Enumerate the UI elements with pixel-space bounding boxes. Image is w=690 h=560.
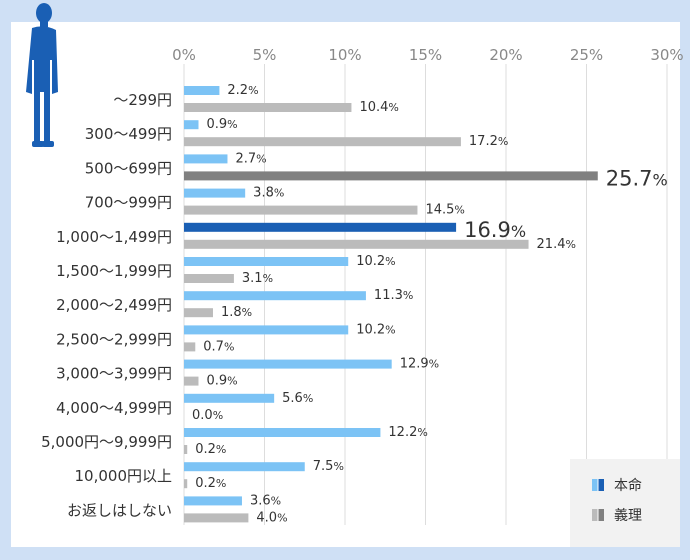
bar-honmei — [184, 428, 381, 437]
category-label: 10,000円以上 — [75, 467, 173, 485]
category-label: 1,000～1,499円 — [56, 228, 172, 246]
x-tick-label: 25% — [570, 46, 603, 64]
value-label-honmei: 3.8% — [253, 186, 284, 201]
value-label-giri: 21.4% — [537, 237, 576, 252]
x-tick-label: 15% — [409, 46, 442, 64]
category-label: 700～999円 — [85, 194, 172, 212]
bar-honmei — [184, 291, 366, 301]
legend-swatch-honmei — [592, 479, 604, 491]
value-label-giri: 1.8% — [221, 305, 252, 320]
legend-label-giri: 義理 — [614, 508, 642, 524]
x-tick-label: 10% — [328, 46, 361, 64]
person-silhouette-icon — [26, 3, 58, 147]
value-label-honmei: 7.5% — [313, 459, 344, 474]
category-label: 2,500～2,999円 — [56, 330, 172, 348]
value-label-honmei: 2.7% — [235, 151, 266, 166]
bar-honmei — [184, 393, 275, 403]
bar-honmei — [184, 462, 305, 472]
x-tick-label: 5% — [253, 46, 277, 64]
bar-giri — [184, 137, 461, 147]
value-label-giri: 0.9% — [206, 374, 237, 389]
category-labels: ～299円 300～499円 500～699円 700～999円 1,000～1,499… — [41, 91, 172, 519]
bar-giri — [184, 513, 249, 523]
bar-giri — [184, 239, 529, 249]
x-tick-label: 20% — [489, 46, 522, 64]
category-label: 5,000円～9,999円 — [41, 433, 172, 451]
category-label: お返しはしない — [67, 501, 172, 519]
value-label-honmei: 10.2% — [356, 322, 395, 337]
bar-giri — [184, 103, 352, 112]
bar-honmei — [184, 86, 220, 95]
value-label-honmei: 0.9% — [206, 117, 237, 132]
value-label-giri: 0.0% — [192, 408, 223, 423]
bar-giri — [184, 205, 418, 215]
category-label: 1,500～1,999円 — [56, 262, 172, 280]
category-label: 4,000～4,999円 — [56, 399, 172, 417]
x-axis-ticks: 0% 5% 10% 15% 20% 25% 30% — [172, 46, 684, 64]
value-label-giri: 25.7% — [606, 166, 668, 190]
value-label-giri: 10.4% — [359, 100, 398, 115]
legend-label-honmei: 本命 — [614, 478, 642, 494]
legend: 本命 義理 — [570, 459, 680, 547]
value-label-giri: 0.7% — [203, 339, 234, 354]
category-label: 3,000～3,999円 — [56, 365, 172, 383]
category-label: 2,000～2,499円 — [56, 296, 172, 314]
bar-honmei — [184, 222, 457, 232]
value-label-giri: 0.2% — [195, 476, 226, 491]
value-label-honmei: 3.6% — [250, 493, 281, 508]
legend-swatch-giri — [592, 509, 604, 521]
legend-item-giri: 義理 — [592, 505, 642, 525]
category-label: 500～699円 — [85, 159, 172, 177]
bar-honmei — [184, 325, 349, 335]
bar-giri — [184, 274, 234, 283]
value-label-honmei: 10.2% — [356, 254, 395, 269]
value-label-giri: 4.0% — [256, 510, 287, 525]
value-label-honmei: 12.9% — [400, 357, 439, 372]
bar-giri — [184, 171, 598, 181]
value-label-honmei: 11.3% — [374, 288, 413, 303]
bar-giri — [184, 376, 199, 386]
bar-honmei — [184, 154, 228, 164]
legend-item-honmei: 本命 — [592, 475, 642, 495]
bar-giri — [184, 342, 196, 352]
value-label-giri: 0.2% — [195, 442, 226, 457]
bar-honmei — [184, 188, 246, 198]
bars — [184, 86, 598, 523]
value-labels: 2.2% 10.4% 0.9% 17.2% 2.7% 25.7% 3.8% 14.5%16.9… — [192, 83, 668, 525]
value-label-honmei: 12.2% — [388, 425, 427, 440]
bar-giri — [184, 445, 188, 454]
x-tick-label: 30% — [650, 46, 683, 64]
value-label-honmei: 16.9% — [464, 218, 526, 242]
value-label-giri: 17.2% — [469, 134, 508, 149]
x-tick-label: 0% — [172, 46, 196, 64]
value-label-giri: 3.1% — [242, 271, 273, 286]
value-label-giri: 14.5% — [425, 203, 464, 218]
category-label: ～299円 — [113, 91, 172, 109]
bar-giri — [184, 479, 188, 489]
bar-giri — [184, 308, 213, 318]
bar-honmei — [184, 359, 392, 369]
value-label-honmei: 5.6% — [282, 391, 313, 406]
bar-honmei — [184, 496, 242, 506]
category-label: 300～499円 — [85, 125, 172, 143]
bar-honmei — [184, 120, 199, 130]
value-label-honmei: 2.2% — [227, 83, 258, 98]
bar-honmei — [184, 257, 349, 266]
